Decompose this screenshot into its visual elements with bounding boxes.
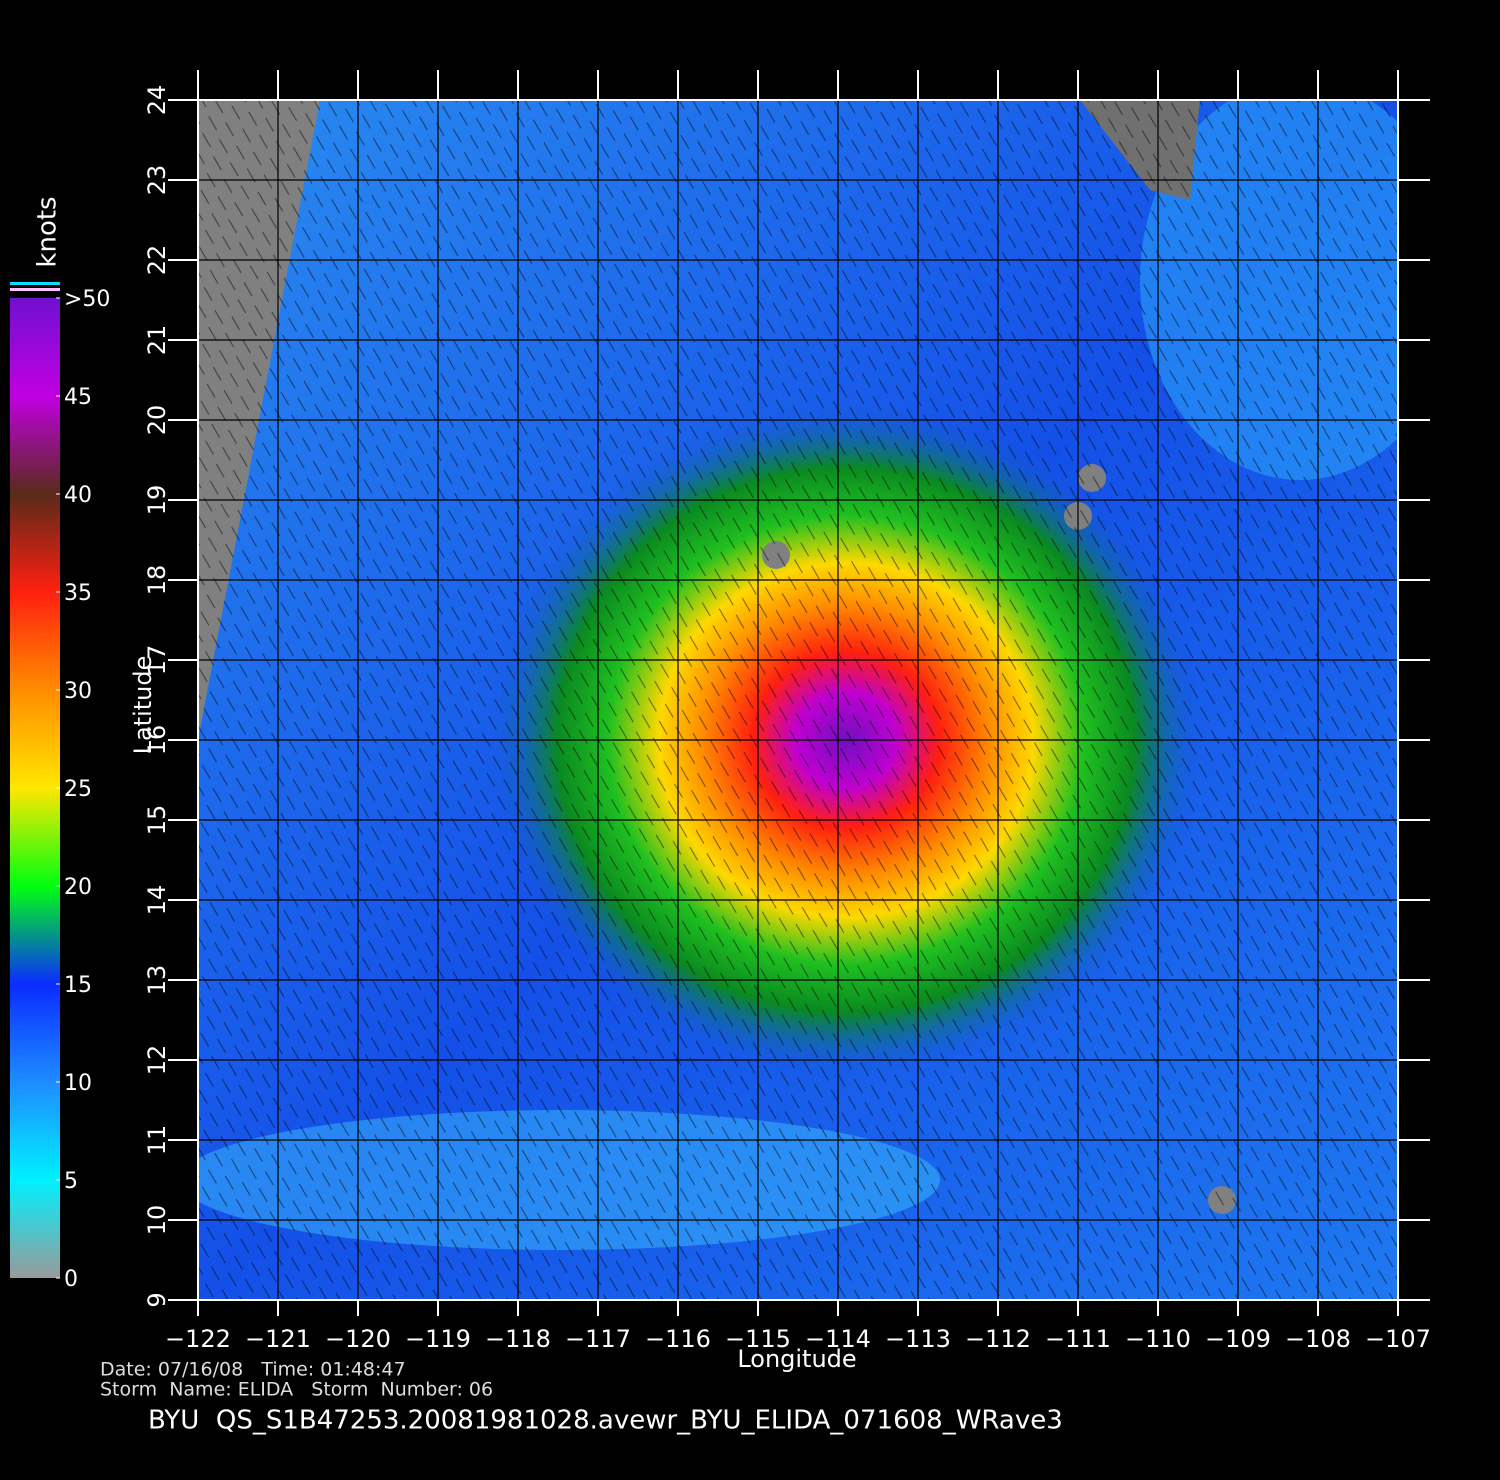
x-tick-label: −117 — [565, 1325, 631, 1353]
colorbar — [10, 298, 60, 1278]
colorbar-label: knots — [33, 196, 63, 267]
info-line: Storm Name: ELIDA Storm Number: 06 — [100, 1379, 493, 1401]
colorbar-tick-label: 15 — [64, 973, 92, 998]
y-tick-label: 14 — [143, 885, 171, 916]
colorbar-cap — [10, 288, 60, 291]
colorbar-tick-label: 45 — [64, 385, 92, 410]
x-tick-label: −113 — [885, 1325, 951, 1353]
y-tick-label: 16 — [143, 725, 171, 756]
x-tick-label: −107 — [1365, 1325, 1431, 1353]
colorbar-tick-label: 0 — [64, 1267, 78, 1292]
y-tick-label: 20 — [143, 405, 171, 436]
colorbar-tick-label: 25 — [64, 777, 92, 802]
x-tick-label: −120 — [325, 1325, 391, 1353]
y-tick-label: 15 — [143, 805, 171, 836]
info-line: Date: 07/16/08 Time: 01:48:47 — [100, 1359, 406, 1381]
x-tick-label: −121 — [245, 1325, 311, 1353]
colorbar-tick-label: 30 — [64, 679, 92, 704]
y-axis-label: Latitude — [129, 656, 157, 755]
plot-frame — [197, 99, 1399, 1301]
title: BYU QS_S1B47253.20081981028.avewr_BYU_EL… — [148, 1406, 1063, 1436]
x-tick-label: −115 — [725, 1325, 791, 1353]
colorbar-tick-label: 20 — [64, 875, 92, 900]
y-tick-label: 23 — [143, 165, 171, 196]
wind-field — [198, 100, 1398, 1300]
y-tick-label: 11 — [143, 1125, 171, 1156]
colorbar-tick-label: 40 — [64, 483, 92, 508]
colorbar-cap — [10, 282, 60, 285]
x-tick-label: −108 — [1285, 1325, 1351, 1353]
y-tick-label: 22 — [143, 245, 171, 276]
y-tick-label: 13 — [143, 965, 171, 996]
x-tick-label: −110 — [1125, 1325, 1191, 1353]
x-tick-label: −122 — [165, 1325, 231, 1353]
x-tick-label: −112 — [965, 1325, 1031, 1353]
y-tick-label: 18 — [143, 565, 171, 596]
x-tick-label: −114 — [805, 1325, 871, 1353]
y-tick-label: 9 — [143, 1292, 171, 1307]
x-tick-label: −118 — [485, 1325, 551, 1353]
y-tick-label: 10 — [143, 1205, 171, 1236]
colorbar-tick-label: 5 — [64, 1169, 78, 1194]
x-tick-label: −119 — [405, 1325, 471, 1353]
x-tick-label: −116 — [645, 1325, 711, 1353]
x-tick-label: −111 — [1045, 1325, 1111, 1353]
colorbar-tick-label: 35 — [64, 581, 92, 606]
colorbar-tick-label: 10 — [64, 1071, 92, 1096]
x-axis-label: Longitude — [737, 1345, 856, 1373]
y-tick-label: 19 — [143, 485, 171, 516]
y-tick-label: 17 — [143, 645, 171, 676]
x-tick-label: −109 — [1205, 1325, 1271, 1353]
colorbar-tick-label: >50 — [64, 287, 110, 312]
y-tick-label: 24 — [143, 85, 171, 116]
y-tick-label: 21 — [143, 325, 171, 356]
y-tick-label: 12 — [143, 1045, 171, 1076]
